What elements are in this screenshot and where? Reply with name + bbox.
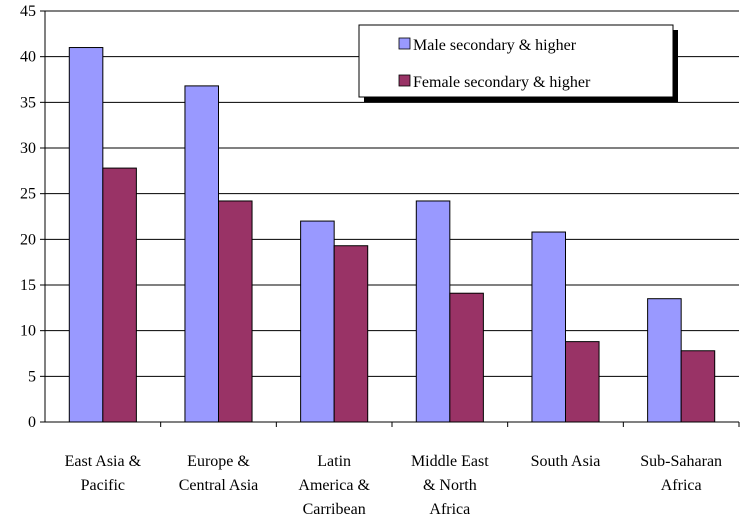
x-category-label: Pacific (81, 477, 125, 494)
x-category-label: Europe & (187, 453, 250, 470)
bar-female (218, 200, 253, 423)
bar-male (531, 231, 566, 423)
x-category-label: America & (298, 477, 370, 494)
x-category-label: Sub-Saharan (640, 453, 722, 470)
legend-box (358, 24, 674, 98)
x-category-label: Middle East (411, 453, 489, 470)
y-tick-label: 10 (20, 323, 36, 340)
y-tick-label: 35 (20, 94, 36, 111)
bar-male (415, 200, 451, 423)
y-tick-label: 20 (20, 231, 36, 248)
x-category-label: East Asia & (65, 453, 142, 470)
legend-label-female: Female secondary & higher (413, 74, 591, 91)
bar-male (68, 47, 104, 423)
bars (68, 47, 716, 423)
y-tick-label: 0 (28, 414, 36, 431)
bar-female (333, 245, 369, 423)
legend-label-male: Male secondary & higher (413, 37, 577, 54)
legend-swatch-female (398, 74, 411, 87)
y-tick-label: 15 (20, 277, 36, 294)
bar-female (449, 292, 484, 423)
x-category-label: & North (423, 477, 477, 494)
x-axis-category-labels: East Asia & Pacific Europe & Central Asia La… (65, 453, 722, 518)
y-tick-label: 45 (20, 3, 36, 20)
y-axis-ticks: 0 5 10 15 20 25 30 35 40 45 (20, 3, 45, 431)
y-tick-label: 40 (20, 49, 36, 66)
bar-female (565, 341, 600, 423)
bar-female (680, 350, 716, 423)
bar-male (300, 220, 335, 423)
axes (44, 11, 740, 427)
gridlines (45, 10, 739, 377)
x-category-label: Carribean (303, 501, 366, 518)
x-category-label: Central Asia (179, 477, 259, 494)
y-tick-label: 5 (28, 368, 36, 385)
bar-female (102, 167, 137, 423)
x-category-label: Latin (317, 453, 351, 470)
legend: Male secondary & higher Female secondary… (358, 24, 678, 102)
y-tick-label: 30 (20, 140, 36, 157)
bar-male (647, 298, 682, 423)
x-category-label: South Asia (531, 453, 601, 470)
legend-swatch-male (398, 37, 411, 50)
x-category-label: Africa (661, 477, 702, 494)
x-category-label: Africa (429, 501, 470, 518)
y-tick-label: 25 (20, 186, 36, 203)
bar-male (184, 85, 219, 423)
